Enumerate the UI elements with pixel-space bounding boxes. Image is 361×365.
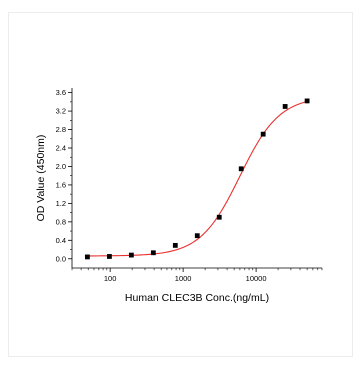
y-tick-label: 2.8 xyxy=(56,125,66,134)
y-tick-label: 0.0 xyxy=(56,254,66,263)
y-tick-label: 2.0 xyxy=(56,162,66,171)
chart-frame xyxy=(8,12,353,357)
y-tick-label: 3.2 xyxy=(56,107,66,116)
x-tick-label: 10000 xyxy=(246,274,267,283)
x-axis-title: Human CLEC3B Conc.(ng/mL) xyxy=(125,292,269,304)
y-tick-label: 0.8 xyxy=(56,217,66,226)
y-tick-label: 1.6 xyxy=(56,181,66,190)
data-point xyxy=(216,214,222,220)
y-tick-label: 0.4 xyxy=(56,236,66,245)
y-tick-label: 1.2 xyxy=(56,199,66,208)
data-point xyxy=(194,233,200,239)
fit-curve xyxy=(84,100,309,257)
data-point xyxy=(150,250,156,256)
data-point xyxy=(238,166,244,172)
y-tick-label: 3.6 xyxy=(56,88,66,97)
x-tick-label: 100 xyxy=(104,274,117,283)
y-tick-label: 2.4 xyxy=(56,144,66,153)
data-point xyxy=(107,254,112,259)
data-point xyxy=(260,131,266,137)
data-point xyxy=(85,254,90,260)
data-point xyxy=(304,98,310,104)
y-axis-title: OD Value (450nm) xyxy=(35,135,47,222)
fit-curve-layer xyxy=(84,100,309,257)
axes: 0.0 0.4 0.8 1.2 1.6 2.0 2.4 2.8 3.2 3.6 100 1000 100… xyxy=(56,88,323,283)
data-point xyxy=(172,242,178,248)
data-point xyxy=(128,252,134,258)
data-points xyxy=(85,98,310,260)
x-tick-label: 1000 xyxy=(175,274,192,283)
data-point xyxy=(282,104,288,109)
